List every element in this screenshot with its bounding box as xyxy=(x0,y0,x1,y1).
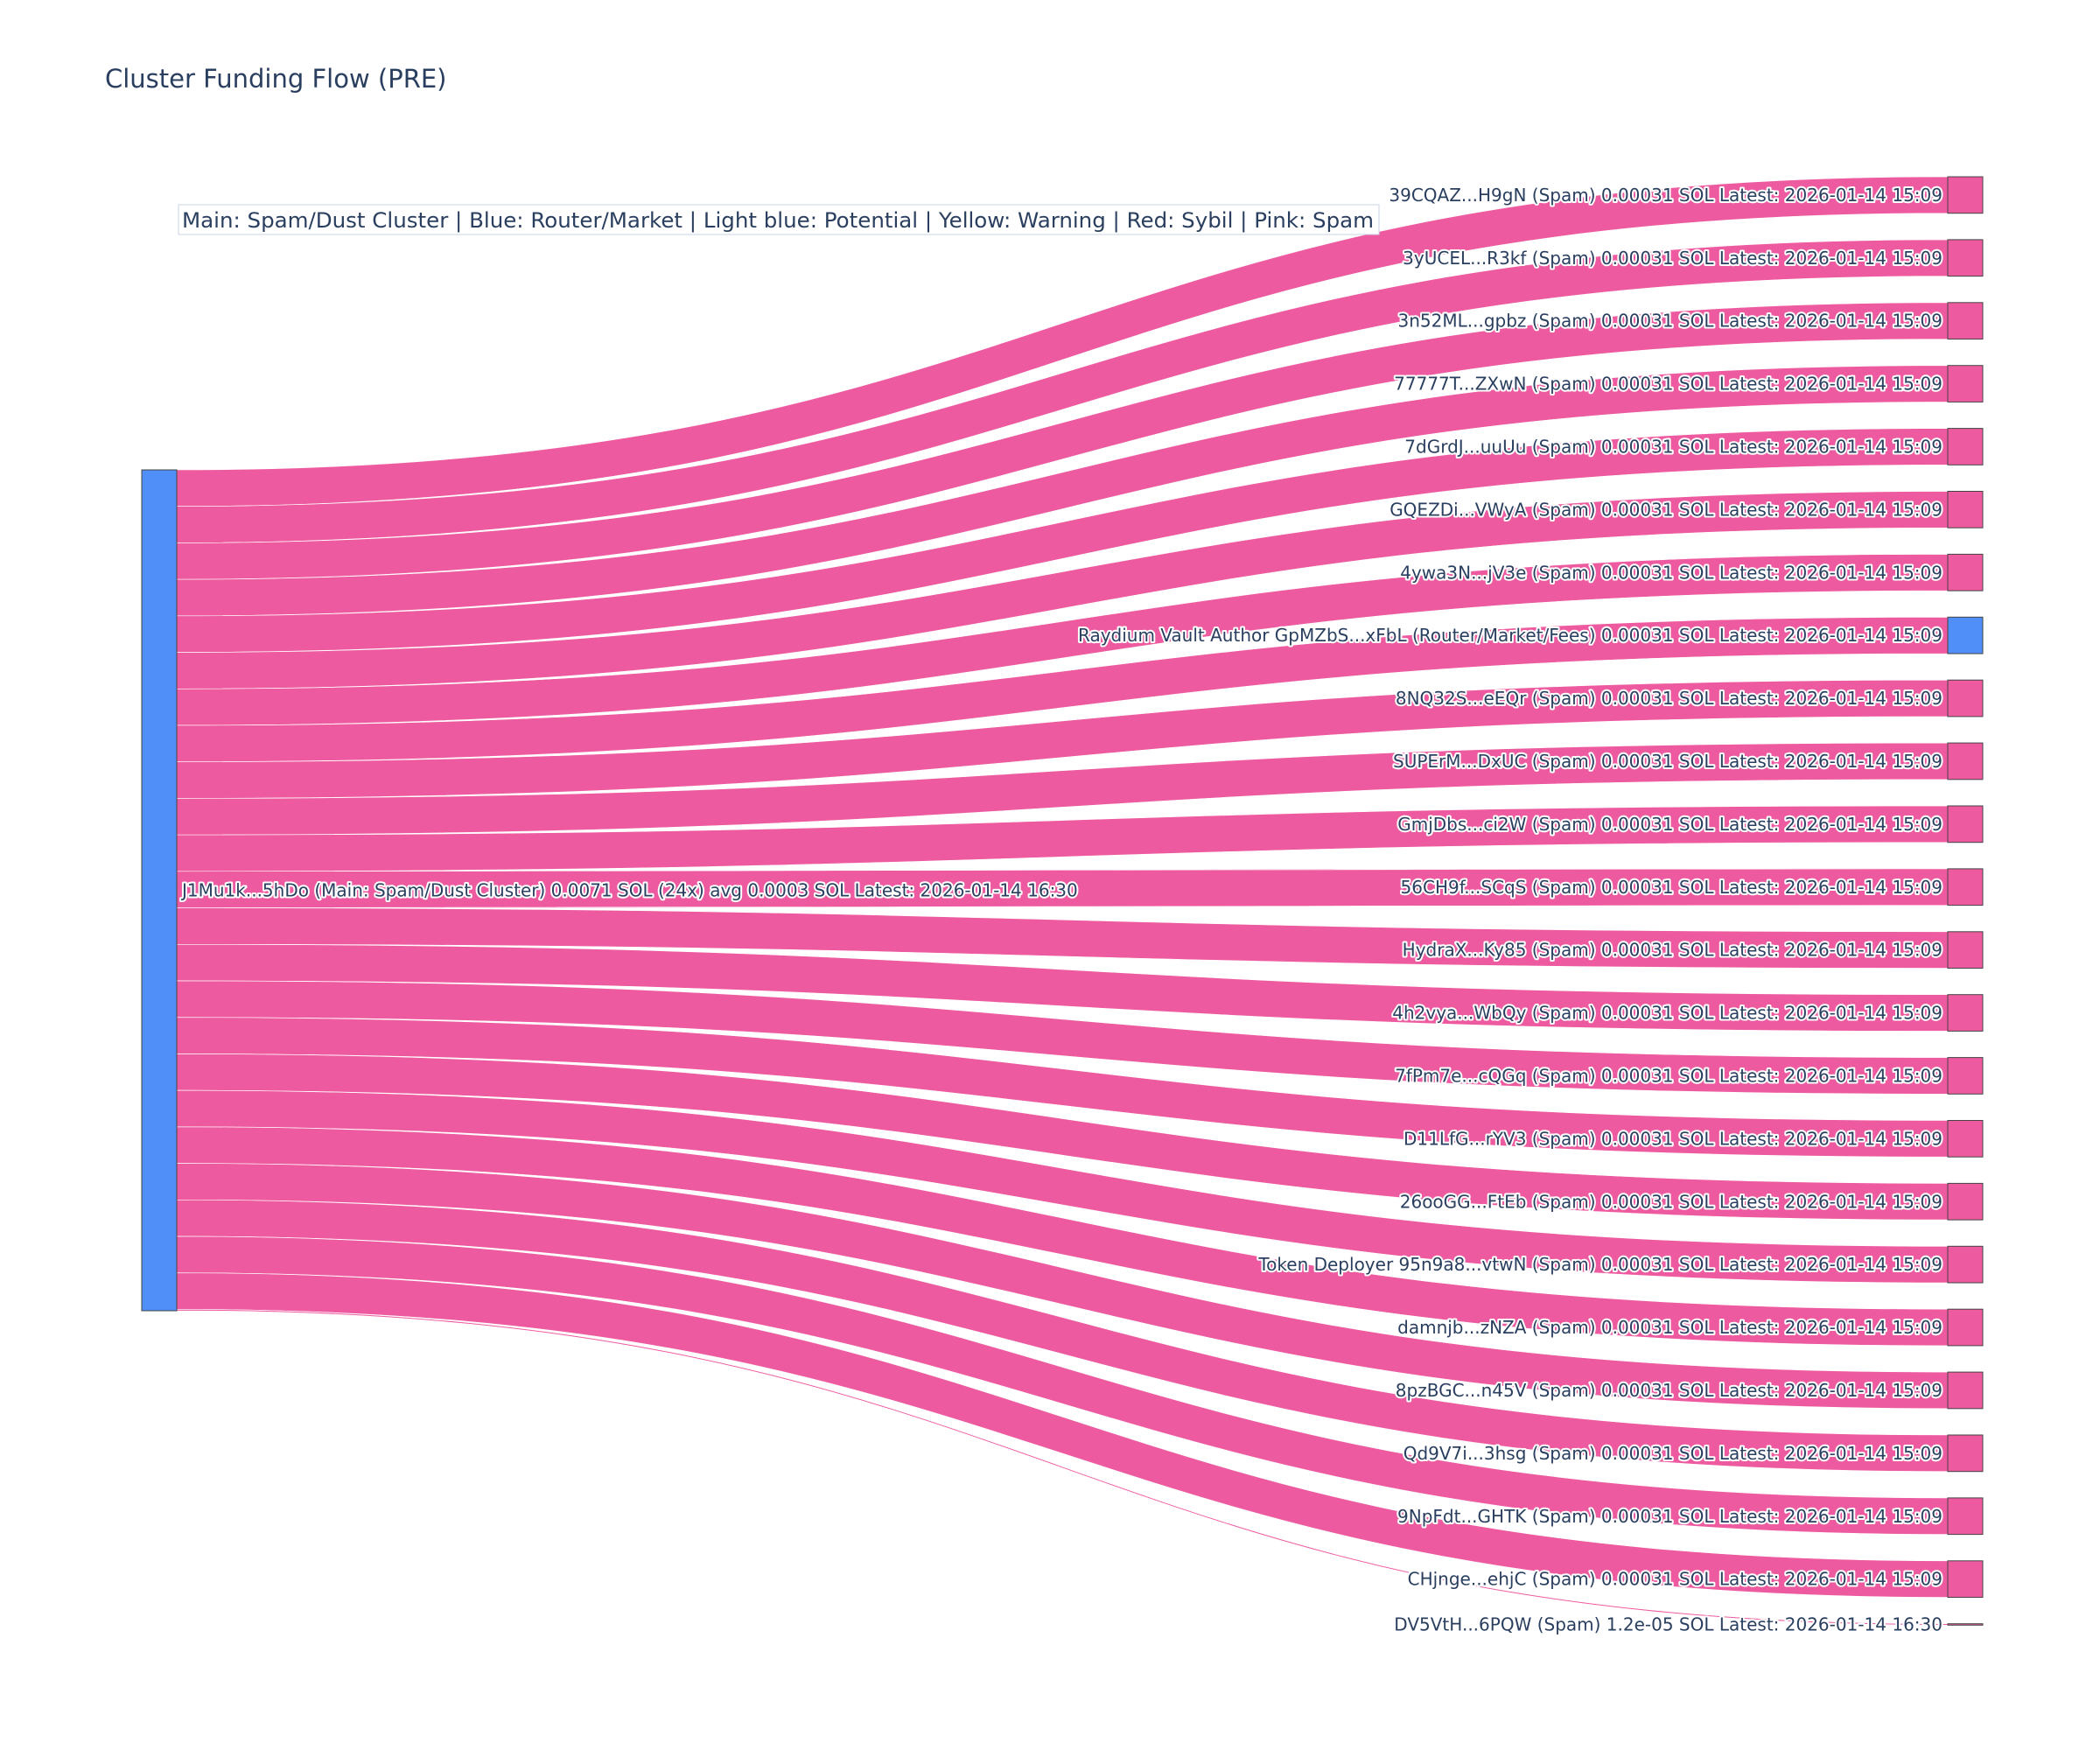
target-node[interactable] xyxy=(1947,1371,1984,1410)
target-node-label: D11LfG...rYV3 (Spam) 0.00031 SOL Latest:… xyxy=(1404,1128,1942,1149)
target-node[interactable] xyxy=(1947,742,1984,780)
target-node[interactable] xyxy=(1947,1120,1984,1158)
target-node[interactable] xyxy=(1947,1434,1984,1473)
target-node-label: 39CQAZ...H9gN (Spam) 0.00031 SOL Latest:… xyxy=(1389,185,1942,206)
chart-title: Cluster Funding Flow (PRE) xyxy=(105,64,446,94)
sankey-nodes xyxy=(141,176,1984,1626)
target-node[interactable] xyxy=(1947,365,1984,402)
target-node-label: 26ooGG...FtEb (Spam) 0.00031 SOL Latest:… xyxy=(1400,1191,1942,1212)
target-node-label: 3yUCEL...R3kf (Spam) 0.00031 SOL Latest:… xyxy=(1403,248,1942,269)
target-node[interactable] xyxy=(1947,1245,1984,1284)
target-node-label: 77777T...ZXwN (Spam) 0.00031 SOL Latest:… xyxy=(1394,374,1942,395)
target-node[interactable] xyxy=(1947,1560,1984,1599)
target-node[interactable] xyxy=(1947,553,1984,592)
target-node[interactable] xyxy=(1947,302,1984,340)
target-node-label: Token Deployer 95n9a8...vtwN (Spam) 0.00… xyxy=(1257,1254,1942,1275)
target-node[interactable] xyxy=(1947,868,1984,906)
target-node[interactable] xyxy=(1947,616,1984,654)
target-node-label: 9NpFdt...GHTK (Spam) 0.00031 SOL Latest:… xyxy=(1397,1506,1942,1527)
target-node[interactable] xyxy=(1947,994,1984,1032)
target-node-label: 8pzBGC...n45V (Spam) 0.00031 SOL Latest:… xyxy=(1396,1380,1942,1401)
target-node-label: DV5VtH...6PQW (Spam) 1.2e-05 SOL Latest:… xyxy=(1394,1614,1942,1635)
target-node[interactable] xyxy=(1947,805,1984,844)
sankey-links xyxy=(176,176,1949,1626)
target-node[interactable] xyxy=(1947,176,1984,214)
target-node[interactable] xyxy=(1947,931,1984,970)
source-node-label: J1Mu1k...5hDo (Main: Spam/Dust Cluster) … xyxy=(180,880,1078,901)
target-node[interactable] xyxy=(1947,679,1984,718)
legend-text: Main: Spam/Dust Cluster | Blue: Router/M… xyxy=(182,208,1374,233)
legend-box xyxy=(178,204,1380,235)
target-node[interactable] xyxy=(1947,428,1984,466)
target-node[interactable] xyxy=(1947,491,1984,528)
target-node-label: CHjnge...ehjC (Spam) 0.00031 SOL Latest:… xyxy=(1408,1569,1942,1590)
source-node[interactable] xyxy=(141,469,178,1312)
target-node[interactable] xyxy=(1947,1623,1984,1626)
target-node-label: 4h2vya...WbQy (Spam) 0.00031 SOL Latest:… xyxy=(1392,1003,1942,1024)
target-node-label: 3n52ML...gpbz (Spam) 0.00031 SOL Latest:… xyxy=(1398,311,1942,332)
target-node-label: 4ywa3N...jV3e (Spam) 0.00031 SOL Latest:… xyxy=(1400,562,1942,583)
legend-note: Main: Spam/Dust Cluster | Blue: Router/M… xyxy=(178,204,1380,235)
target-node-label: 7dGrdJ...uuUu (Spam) 0.00031 SOL Latest:… xyxy=(1404,436,1942,457)
target-node[interactable] xyxy=(1947,1182,1984,1221)
target-node-label: Qd9V7i...3hsg (Spam) 0.00031 SOL Latest:… xyxy=(1404,1443,1942,1464)
target-node[interactable] xyxy=(1947,1308,1984,1347)
target-node[interactable] xyxy=(1947,1497,1984,1536)
target-node-label: 8NQ32S...eEQr (Spam) 0.00031 SOL Latest:… xyxy=(1396,688,1942,709)
target-node-label: 56CH9f...SCqS (Spam) 0.00031 SOL Latest:… xyxy=(1401,877,1942,898)
target-node[interactable] xyxy=(1947,239,1984,277)
target-node[interactable] xyxy=(1947,1057,1984,1095)
target-node-label: GQEZDi...VWyA (Spam) 0.00031 SOL Latest:… xyxy=(1390,499,1942,520)
target-node-label: 7fPm7e...cQGq (Spam) 0.00031 SOL Latest:… xyxy=(1395,1065,1942,1086)
target-node-label: Raydium Vault Author GpMZbS...xFbL (Rout… xyxy=(1078,625,1942,646)
sankey-labels: 39CQAZ...H9gN (Spam) 0.00031 SOL Latest:… xyxy=(178,183,1944,1637)
target-node-label: HydraX...Ky85 (Spam) 0.00031 SOL Latest:… xyxy=(1403,940,1942,961)
target-node-label: damnjb...zNZA (Spam) 0.00031 SOL Latest:… xyxy=(1397,1317,1942,1338)
target-node-label: GmjDbs...ci2W (Spam) 0.00031 SOL Latest:… xyxy=(1397,814,1942,835)
target-node-label: SUPErM...DxUC (Spam) 0.00031 SOL Latest:… xyxy=(1393,751,1942,772)
